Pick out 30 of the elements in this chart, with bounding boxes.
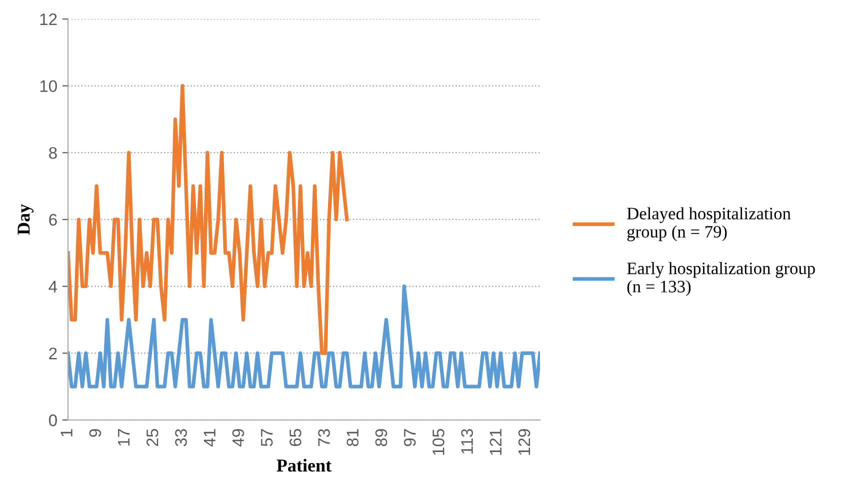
x-tick-label: 97 bbox=[404, 429, 416, 446]
x-tick-label: 81 bbox=[346, 429, 359, 446]
y-tick-label: 0 bbox=[48, 414, 57, 426]
line-series bbox=[68, 84, 349, 355]
legend-label: Early hospitalization group (n = 133) bbox=[627, 262, 815, 296]
x-tick-label: 105 bbox=[432, 429, 444, 455]
x-tick-label: 49 bbox=[232, 429, 244, 446]
x-tick-label: 65 bbox=[290, 429, 302, 446]
y-tick-label: 10 bbox=[40, 80, 57, 92]
x-tick-label: 113 bbox=[461, 429, 473, 454]
x-tick-label: 57 bbox=[261, 429, 273, 446]
legend-label: Delayed hospitalization group (n = 79) bbox=[627, 207, 791, 242]
y-tick-label: 2 bbox=[49, 348, 57, 360]
x-tick-label: 1 bbox=[60, 429, 72, 436]
x-tick-label: 33 bbox=[175, 429, 187, 446]
y-tick-label: 8 bbox=[49, 147, 57, 159]
x-tick-label: 17 bbox=[118, 429, 130, 446]
y-tick-label: 4 bbox=[48, 280, 58, 292]
x-tick-label: 121 bbox=[490, 429, 502, 455]
line-series bbox=[68, 284, 540, 388]
x-tick-label: 9 bbox=[89, 429, 102, 437]
x-tick-label: 25 bbox=[146, 429, 158, 446]
x-tick-label: 73 bbox=[318, 429, 330, 446]
y-tick-label: 12 bbox=[40, 13, 57, 26]
x-axis-title: Patient bbox=[276, 458, 332, 472]
x-tick-label: 129 bbox=[518, 429, 530, 455]
x-tick-label: 89 bbox=[375, 429, 388, 446]
y-tick-label: 6 bbox=[49, 214, 57, 226]
y-axis-title: Day bbox=[18, 204, 34, 235]
x-tick-label: 41 bbox=[204, 429, 216, 446]
